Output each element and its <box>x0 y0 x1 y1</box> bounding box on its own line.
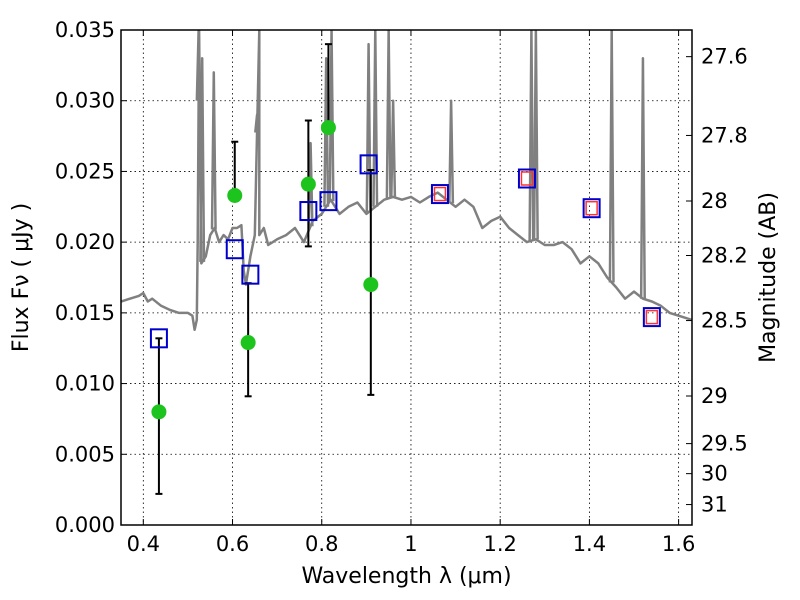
emission-line-spike <box>532 30 539 240</box>
markers <box>149 120 661 420</box>
emission-line-spike <box>323 57 330 207</box>
blue-square <box>642 307 661 328</box>
x-tick-label: 0.4 <box>127 532 160 556</box>
mag-tick-label: 31 <box>701 493 728 517</box>
mag-tick-label: 28.5 <box>701 309 748 333</box>
green-point <box>240 335 256 351</box>
blue-square <box>149 328 168 349</box>
emission-line-spike <box>254 113 261 133</box>
plot-frame <box>120 29 693 526</box>
ticks: 0.4 0.6 0.8 1 1.2 1.4 1.6 0.000 0.005 0.010 0.015 0… <box>55 18 748 556</box>
emission-line-spike <box>608 30 615 283</box>
emission-line-spike <box>390 99 397 197</box>
y-tick-label: 0.015 <box>55 301 115 325</box>
emission-line-spike <box>328 30 335 202</box>
y-tick-label: 0.020 <box>55 230 115 254</box>
y-tick-label: 0.035 <box>55 18 115 42</box>
y-tick-label: 0.025 <box>55 159 115 183</box>
emission-line-spike <box>385 30 392 199</box>
mag-tick-label: 29 <box>701 384 728 408</box>
green-point <box>300 176 316 192</box>
green-point <box>363 277 379 293</box>
blue-square <box>241 264 260 285</box>
blue-square <box>319 191 338 212</box>
red-square <box>645 309 659 325</box>
red-square <box>433 186 447 202</box>
x-tick-label: 1.2 <box>483 532 516 556</box>
emission-line-spike <box>199 57 206 262</box>
spectrum-layer <box>121 30 692 332</box>
mag-tick-label: 30 <box>701 462 728 486</box>
y-tick-label: 0.010 <box>55 372 115 396</box>
y-tick-label: 0.005 <box>55 442 115 466</box>
x-tick-label: 0.8 <box>305 532 338 556</box>
blue-square <box>225 239 244 260</box>
y-axis-label: Flux Fν ( μJy ) <box>9 203 34 352</box>
blue-square <box>299 201 318 222</box>
mag-tick-label: 27.8 <box>701 123 748 147</box>
green-point <box>227 187 243 203</box>
x-tick-label: 0.6 <box>216 532 249 556</box>
emission-line-spike <box>307 141 314 227</box>
y-tick-label: 0.000 <box>55 513 115 537</box>
blue-square <box>582 198 601 219</box>
blue-square <box>359 154 378 175</box>
x-tick-label: 1.6 <box>662 532 695 556</box>
mag-tick-label: 28 <box>701 189 728 213</box>
mag-tick-label: 28.2 <box>701 243 748 267</box>
emission-line-spike <box>639 57 646 299</box>
emission-line-spike <box>372 30 379 207</box>
spectrum-line <box>121 30 692 332</box>
green-point <box>320 120 336 136</box>
mag-tick-label: 27.6 <box>701 45 748 69</box>
emission-line-spike <box>528 30 535 241</box>
red-square <box>585 200 598 216</box>
y2-axis-label: Magnitude (AB) <box>756 192 781 363</box>
mag-tick-label: 29.5 <box>701 432 748 456</box>
emission-line-spike <box>210 71 217 230</box>
grid <box>121 29 692 526</box>
red-square <box>520 171 534 186</box>
emission-line-spike <box>195 30 202 101</box>
green-point <box>151 404 167 420</box>
y-tick-label: 0.030 <box>55 89 115 113</box>
blue-square <box>430 184 449 205</box>
x-tick-label: 1 <box>404 532 417 556</box>
x-axis-label: Wavelength λ (μm) <box>301 564 511 589</box>
emission-line-spike <box>448 99 455 204</box>
error-bars <box>155 43 375 495</box>
x-tick-label: 1.4 <box>573 532 606 556</box>
blue-square <box>517 168 536 189</box>
